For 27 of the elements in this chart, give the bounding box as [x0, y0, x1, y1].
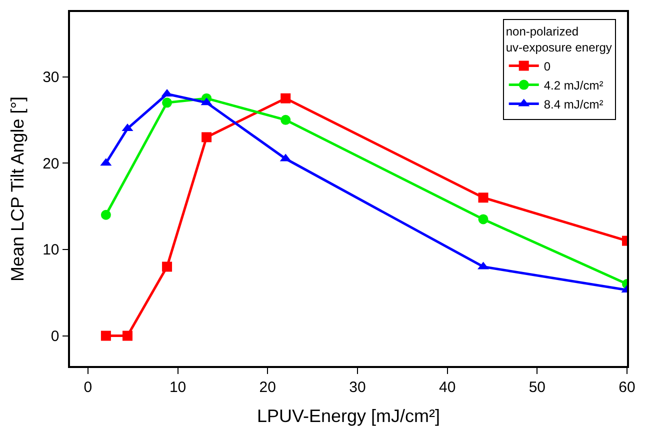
legend-label: 4.2 mJ/cm² [544, 78, 604, 92]
point [478, 214, 488, 224]
y-axis-title: Mean LCP Tilt Angle [°] [8, 96, 28, 282]
point [162, 98, 172, 108]
x-tick-label: 0 [84, 378, 92, 396]
x-tick-label: 20 [259, 378, 276, 396]
y-tick-label: 20 [42, 155, 60, 172]
x-tick-label: 10 [169, 378, 186, 396]
legend-title: non-polarized uv-exposure energy [506, 24, 612, 54]
point [478, 192, 488, 203]
x-tick-label: 40 [438, 378, 456, 396]
legend-label: 8.4 mJ/cm² [544, 97, 604, 112]
x-tick-label: 60 [618, 378, 636, 396]
point [202, 132, 212, 142]
x-axis-title: LPUV-Energy [mJ/cm²] [256, 406, 440, 426]
point [280, 93, 291, 104]
point [100, 210, 111, 220]
legend-label: 0 [544, 59, 551, 74]
y-tick-label: 10 [42, 242, 60, 259]
y-tick-label: 0 [50, 328, 60, 346]
point [162, 262, 172, 272]
y-tick-label: 30 [42, 69, 60, 86]
x-tick-label: 30 [349, 378, 366, 396]
point [122, 330, 132, 341]
point [100, 330, 111, 341]
x-tick-label: 50 [528, 378, 546, 396]
point [280, 114, 291, 125]
